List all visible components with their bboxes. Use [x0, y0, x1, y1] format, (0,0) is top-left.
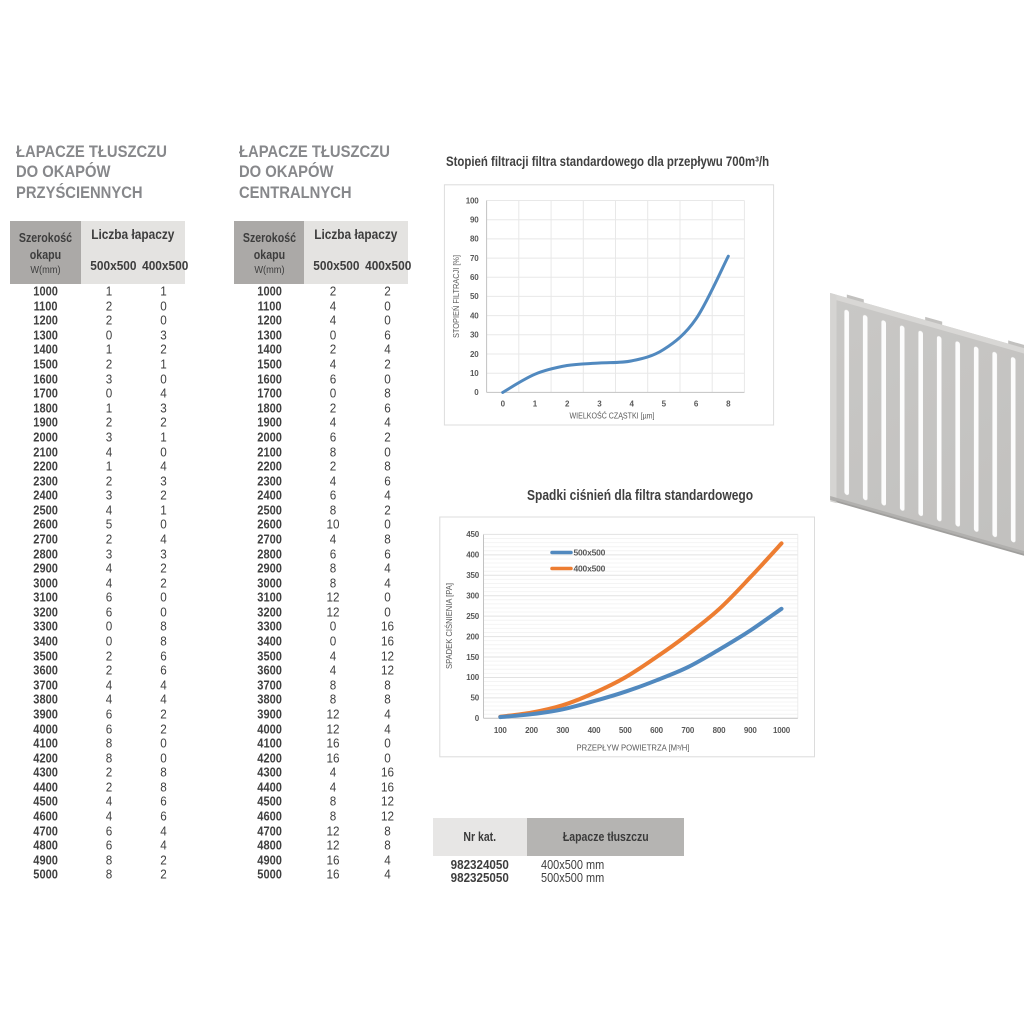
svg-text:30: 30	[470, 331, 479, 340]
svg-text:WIELKOŚĆ CZĄSTKI [µm]: WIELKOŚĆ CZĄSTKI [µm]	[570, 411, 655, 420]
svg-text:6: 6	[694, 399, 699, 408]
svg-text:20: 20	[470, 350, 479, 359]
svg-text:1000: 1000	[773, 726, 791, 735]
svg-text:STOPIEŃ FILTRACJI [%]: STOPIEŃ FILTRACJI [%]	[452, 255, 461, 338]
svg-text:3: 3	[597, 399, 602, 408]
svg-text:70: 70	[470, 254, 479, 263]
svg-text:400x500: 400x500	[574, 563, 606, 573]
svg-text:100: 100	[494, 726, 507, 735]
svg-text:200: 200	[525, 726, 538, 735]
svg-text:150: 150	[466, 653, 479, 662]
svg-text:400: 400	[466, 551, 479, 560]
svg-text:300: 300	[466, 592, 479, 601]
svg-text:10: 10	[470, 369, 479, 378]
svg-text:80: 80	[470, 235, 479, 244]
svg-text:PRZEPŁYW POWIETRZA [M³/H]: PRZEPŁYW POWIETRZA [M³/H]	[577, 744, 690, 753]
svg-text:400: 400	[588, 726, 601, 735]
svg-text:100: 100	[466, 196, 479, 205]
svg-text:60: 60	[470, 273, 479, 282]
svg-text:100: 100	[466, 673, 479, 682]
svg-text:4: 4	[629, 399, 634, 408]
svg-text:700: 700	[681, 726, 694, 735]
svg-text:350: 350	[466, 571, 479, 580]
svg-text:SPADEK CIŚNIENIA [PA]: SPADEK CIŚNIENIA [PA]	[445, 583, 454, 669]
svg-text:0: 0	[474, 388, 479, 397]
svg-text:900: 900	[744, 726, 757, 735]
svg-text:800: 800	[713, 726, 726, 735]
svg-text:50: 50	[470, 292, 479, 301]
svg-text:5: 5	[662, 399, 667, 408]
svg-text:200: 200	[466, 632, 479, 641]
svg-text:2: 2	[565, 399, 570, 408]
svg-text:450: 450	[466, 530, 479, 539]
svg-text:500x500: 500x500	[574, 547, 606, 557]
svg-text:50: 50	[471, 694, 480, 703]
svg-text:1: 1	[533, 399, 538, 408]
svg-text:0: 0	[501, 399, 506, 408]
svg-text:8: 8	[726, 399, 731, 408]
svg-text:300: 300	[556, 726, 569, 735]
svg-text:40: 40	[470, 311, 479, 320]
svg-text:90: 90	[470, 216, 479, 225]
svg-text:500: 500	[619, 726, 632, 735]
svg-text:600: 600	[650, 726, 663, 735]
svg-text:250: 250	[466, 612, 479, 621]
svg-text:0: 0	[475, 714, 480, 723]
